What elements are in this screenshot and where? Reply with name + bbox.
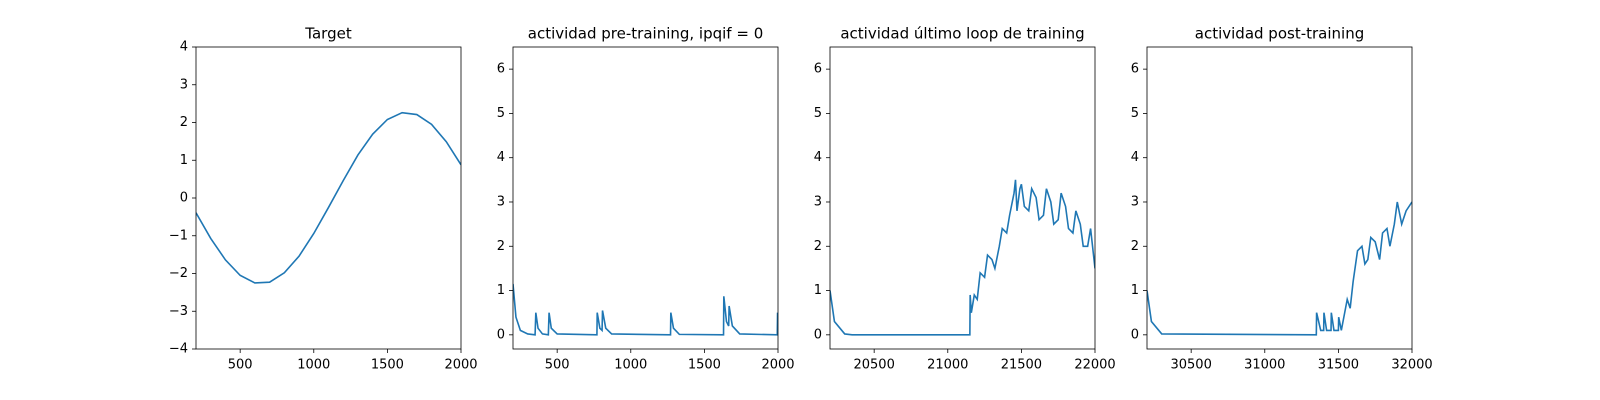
y-tick-label: 6 — [814, 62, 822, 77]
x-tick-label: 21500 — [1001, 358, 1042, 373]
y-tick-label: 0 — [180, 191, 188, 206]
axes-frame — [195, 46, 462, 350]
x-tick-label: 1000 — [297, 358, 330, 373]
y-tick-label: 5 — [497, 106, 505, 121]
y-tick-label: 4 — [180, 40, 188, 55]
x-tick-label: 31000 — [1244, 358, 1285, 373]
y-tick-label: −2 — [169, 266, 188, 281]
x-tick-label: 500 — [228, 358, 253, 373]
y-tick-label: 1 — [1131, 283, 1139, 298]
y-tick-label: 2 — [497, 239, 505, 254]
y-tick-label: 2 — [814, 239, 822, 254]
y-tick-label: 6 — [1131, 62, 1139, 77]
data-line — [830, 179, 1095, 336]
y-tick-label: 0 — [814, 327, 822, 342]
y-tick-label: 0 — [497, 327, 505, 342]
subplot-title: actividad último loop de training — [840, 25, 1084, 43]
subplot-title: actividad pre-training, ipqif = 0 — [528, 25, 764, 43]
axes-frame — [512, 46, 779, 350]
y-tick-label: 4 — [497, 150, 505, 165]
y-tick-label: 2 — [180, 115, 188, 130]
y-tick-label: 3 — [497, 194, 505, 209]
x-tick-label: 500 — [545, 358, 570, 373]
y-tick-label: 3 — [180, 77, 188, 92]
subplot-title: Target — [304, 25, 352, 43]
subplot-title: actividad post-training — [1195, 25, 1364, 43]
y-tick-label: 6 — [497, 62, 505, 77]
axes-frame — [1146, 46, 1413, 350]
y-tick-label: 3 — [814, 194, 822, 209]
y-tick-label: 1 — [497, 283, 505, 298]
y-tick-label: 4 — [814, 150, 822, 165]
y-tick-label: 1 — [180, 153, 188, 168]
x-tick-label: 1000 — [614, 358, 647, 373]
x-tick-label: 1500 — [688, 358, 721, 373]
x-tick-label: 2000 — [761, 358, 794, 373]
y-tick-label: −1 — [169, 228, 188, 243]
x-tick-label: 1500 — [371, 358, 404, 373]
y-tick-label: 0 — [1131, 327, 1139, 342]
x-tick-label: 2000 — [444, 358, 477, 373]
x-tick-label: 22000 — [1074, 358, 1115, 373]
data-line — [196, 111, 461, 284]
axes-frame — [829, 46, 1096, 350]
x-tick-label: 21000 — [927, 358, 968, 373]
y-tick-label: 5 — [1131, 106, 1139, 121]
data-line — [1147, 201, 1412, 336]
data-line — [513, 283, 778, 336]
y-tick-label: 1 — [814, 283, 822, 298]
x-tick-label: 30500 — [1170, 358, 1211, 373]
y-tick-label: −4 — [169, 342, 188, 357]
x-tick-label: 31500 — [1318, 358, 1359, 373]
x-tick-label: 20500 — [853, 358, 894, 373]
y-tick-label: 2 — [1131, 239, 1139, 254]
y-tick-label: −3 — [169, 304, 188, 319]
y-tick-label: 3 — [1131, 194, 1139, 209]
y-tick-label: 5 — [814, 106, 822, 121]
x-tick-label: 32000 — [1391, 358, 1432, 373]
y-tick-label: 4 — [1131, 150, 1139, 165]
